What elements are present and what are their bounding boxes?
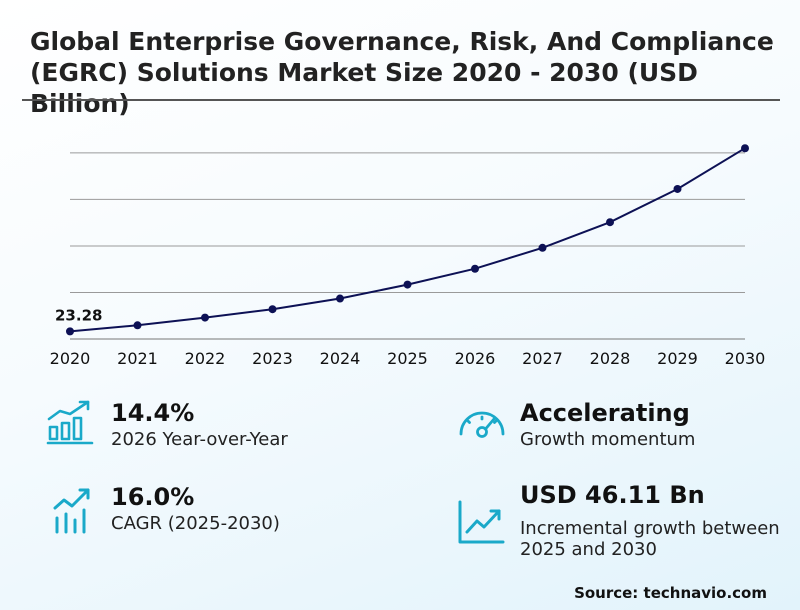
- source-credit: Source: technavio.com: [574, 584, 767, 602]
- x-tick-label: 2022: [185, 349, 226, 368]
- data-labels: 23.28: [55, 306, 102, 324]
- stat-incremental-desc: Incremental growth between 2025 and 2030: [520, 518, 780, 560]
- line-growth-icon: [458, 500, 505, 544]
- x-tick-label: 2023: [252, 349, 293, 368]
- x-tick-label: 2030: [725, 349, 766, 368]
- x-tick-label: 2021: [117, 349, 158, 368]
- title-divider: [22, 99, 780, 101]
- x-tick-label: 2027: [522, 349, 563, 368]
- stat-momentum-desc: Growth momentum: [520, 429, 696, 450]
- trend-bars-icon: [53, 488, 90, 534]
- data-label: 23.28: [55, 306, 102, 324]
- stat-yoy-value: 14.4%: [111, 399, 195, 427]
- x-tick-label: 2026: [455, 349, 496, 368]
- bar-growth-icon: [46, 400, 94, 445]
- data-point: [741, 144, 749, 153]
- data-point: [336, 294, 344, 303]
- stat-momentum-value: Accelerating: [520, 399, 690, 427]
- data-point: [606, 218, 614, 227]
- data-points: [66, 144, 749, 336]
- data-point: [538, 243, 547, 252]
- data-point: [201, 313, 209, 322]
- x-tick-label: 2024: [320, 349, 361, 368]
- x-axis-tick-labels: 2020 2021 2022 2023 2024 2025 2026 2027 2028 2029…: [50, 349, 766, 368]
- stat-yoy-desc: 2026 Year-over-Year: [111, 429, 288, 450]
- stat-yoy: 14.4% 2026 Year-over-Year: [111, 399, 288, 450]
- stat-cagr-value: 16.0%: [111, 483, 195, 511]
- x-tick-label: 2025: [387, 349, 428, 368]
- chart-title: Global Enterprise Governance, Risk, And …: [30, 27, 774, 118]
- stat-incremental: USD 46.11 Bn Incremental growth between …: [520, 481, 780, 560]
- x-tick-label: 2029: [657, 349, 698, 368]
- data-point: [268, 305, 277, 314]
- speedometer-icon: [459, 411, 505, 438]
- x-tick-label: 2020: [50, 349, 91, 368]
- series-line-market-size: [69, 147, 746, 333]
- data-point: [673, 184, 682, 193]
- data-point: [403, 280, 412, 289]
- stat-momentum: Accelerating Growth momentum: [520, 399, 695, 450]
- stat-cagr: 16.0% CAGR (2025-2030): [111, 483, 280, 534]
- data-point: [66, 327, 74, 336]
- gridlines: [70, 152, 745, 340]
- line-chart: 2020 2021 2022 2023 2024 2025 2026 2027 2028 2029…: [50, 144, 766, 368]
- stat-incremental-value: USD 46.11 Bn: [520, 481, 705, 509]
- x-tick-label: 2028: [590, 349, 631, 368]
- stat-cagr-desc: CAGR (2025-2030): [111, 513, 280, 534]
- data-point: [133, 321, 142, 330]
- data-point: [471, 264, 479, 273]
